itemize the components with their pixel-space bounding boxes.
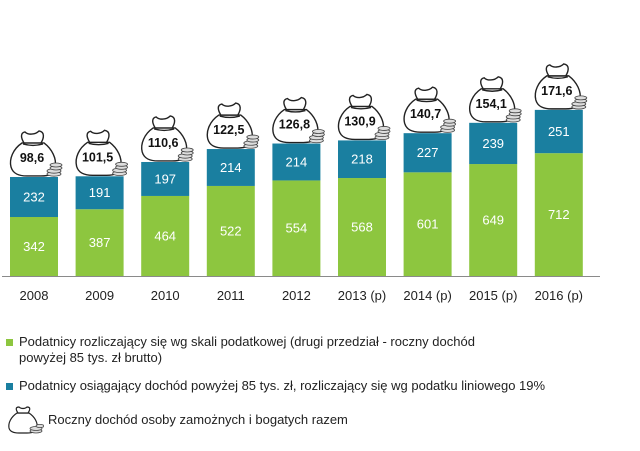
x-tick-label: 2010 (151, 288, 180, 303)
money-bag-icon (534, 63, 588, 110)
bar-edge (58, 177, 59, 276)
data-label-green: 522 (220, 223, 242, 238)
bar-blue (206, 149, 255, 186)
bar-green (10, 217, 58, 276)
data-label-blue: 191 (89, 185, 111, 200)
bar-green (206, 185, 255, 276)
bar-edge (582, 110, 583, 276)
money-bag-icon (403, 86, 457, 133)
bar-blue (338, 140, 386, 179)
data-label-blue: 232 (23, 189, 45, 204)
bar-blue (534, 109, 583, 154)
data-label-green: 342 (23, 239, 45, 254)
data-label-blue: 214 (220, 160, 242, 175)
bar-green (75, 209, 124, 276)
money-bag-icon (8, 406, 44, 434)
data-label-blue: 197 (154, 171, 176, 186)
bar-edge (517, 123, 518, 276)
bar-green (338, 178, 386, 276)
bag-value-label: 130,9 (344, 114, 375, 128)
x-tick-label: 2016 (p) (535, 288, 583, 303)
money-bag-icon (469, 76, 522, 123)
bar-blue (10, 176, 58, 218)
x-tick-label: 2011 (217, 288, 245, 303)
stacked-bar-chart: 342 232 2008 98,6 387 191 2009 101,5 464 197 2010 1… (2, 63, 600, 303)
data-label-green: 568 (351, 219, 373, 234)
bar-blue (75, 176, 124, 210)
bar-edge (320, 144, 321, 276)
x-tick-label: 2015 (p) (469, 288, 517, 303)
money-bag-icon (337, 93, 391, 141)
bag-value-label: 110,6 (148, 136, 179, 150)
legend-swatch-blue (6, 383, 13, 390)
bar-blue (403, 133, 452, 173)
bag-value-label: 122,5 (213, 123, 244, 137)
data-label-blue: 227 (417, 145, 439, 160)
legend-label-blue: Podatnicy osiągający dochód powyżej 85 t… (19, 378, 546, 393)
bar-blue (141, 161, 190, 196)
legend-label-bag: Roczny dochód osoby zamożnych i bogatych… (48, 412, 348, 427)
money-bag-icon (272, 96, 325, 144)
data-label-blue: 239 (482, 136, 504, 151)
money-bag-icon (141, 115, 194, 162)
bar-edge (254, 149, 255, 276)
bag-value-label: 154,1 (476, 97, 507, 111)
data-label-green: 387 (89, 235, 111, 250)
legend-swatch-green (6, 339, 13, 346)
money-bag-icon (9, 130, 63, 177)
bar-green (403, 172, 452, 276)
legend-item-bag: Roczny dochód osoby zamożnych i bogatych… (2, 404, 348, 434)
data-label-green: 712 (548, 207, 570, 222)
data-label-blue: 214 (286, 154, 308, 169)
bar-green (141, 195, 190, 276)
bag-value-label: 98,6 (20, 151, 44, 165)
bar-blue (469, 122, 518, 165)
bag-value-label: 140,7 (410, 107, 441, 121)
legend-item-green: Podatnicy rozliczający się wg skali poda… (6, 334, 475, 366)
bar-edge (451, 133, 452, 276)
data-label-green: 554 (286, 221, 308, 236)
money-bag-icon (206, 102, 260, 149)
x-tick-label: 2012 (282, 288, 311, 303)
data-label-green: 601 (417, 217, 439, 232)
x-tick-label: 2014 (p) (403, 288, 451, 303)
bag-value-label: 101,5 (82, 150, 113, 164)
bag-value-label: 171,6 (541, 84, 572, 98)
x-tick-label: 2009 (85, 288, 114, 303)
bar-green (469, 164, 518, 276)
bar-edge (123, 176, 124, 276)
x-tick-label: 2008 (20, 288, 49, 303)
data-label-blue: 218 (351, 152, 373, 167)
bar-blue (272, 143, 321, 181)
bar-green (534, 153, 583, 276)
bar-edge (386, 140, 387, 276)
bag-value-label: 126,8 (279, 118, 310, 132)
bar-green (272, 180, 321, 276)
data-label-green: 649 (482, 212, 504, 227)
data-label-blue: 251 (548, 124, 570, 139)
legend-label-green: Podatnicy rozliczający się wg skali poda… (19, 334, 475, 365)
money-bag-icon (75, 129, 128, 176)
legend-item-blue: Podatnicy osiągający dochód powyżej 85 t… (6, 378, 545, 394)
x-tick-label: 2013 (p) (338, 288, 386, 303)
data-label-green: 464 (154, 228, 176, 243)
bar-edge (189, 162, 190, 276)
